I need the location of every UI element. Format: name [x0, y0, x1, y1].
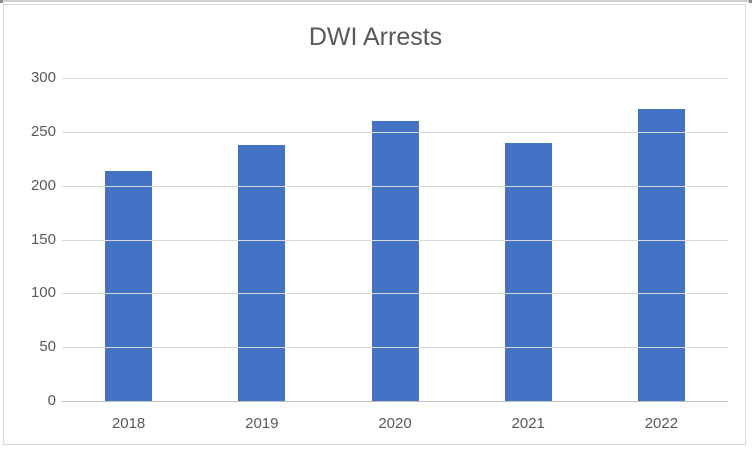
y-tick-label-300: 300 — [30, 69, 56, 86]
y-tick-label-100: 100 — [30, 284, 56, 302]
top-right-corner-mark — [749, 0, 752, 3]
bar-2019 — [238, 144, 286, 401]
x-axis-labels: 2018 2019 2020 2021 2022 — [62, 414, 728, 434]
x-axis-label-2018: 2018 — [111, 415, 146, 432]
bar-2020 — [371, 121, 419, 401]
x-axis-label-2019: 2019 — [245, 415, 279, 432]
gridline-50 — [62, 347, 728, 349]
bar-slot-2020 — [328, 78, 461, 401]
y-tick-label-250: 250 — [30, 122, 56, 140]
top-left-corner-mark — [0, 0, 3, 3]
y-tick-label-0: 0 — [47, 392, 56, 409]
plot-area — [62, 78, 728, 401]
bar-slot-2022 — [595, 78, 728, 401]
bar-2021 — [504, 142, 552, 401]
gridline-200 — [62, 185, 728, 187]
gridline-150 — [62, 239, 728, 241]
x-axis-line — [62, 401, 728, 402]
gridline-250 — [62, 131, 728, 133]
x-axis-label-2022: 2022 — [644, 415, 679, 432]
x-axis-label-2021: 2021 — [511, 415, 545, 432]
bar-2018 — [105, 170, 153, 401]
gridline-300 — [62, 78, 728, 79]
y-tick-label-150: 150 — [30, 230, 56, 248]
gridline-100 — [62, 293, 728, 295]
bar-slot-2018 — [62, 78, 195, 401]
chart-title: DWI Arrests — [308, 23, 443, 51]
top-border-line — [0, 0, 752, 2]
y-axis-tick-labels: 0 50 100 150 200 250 300 — [8, 69, 56, 409]
bar-2022 — [637, 109, 685, 401]
x-axis-label-2020: 2020 — [378, 415, 412, 432]
y-tick-label-50: 50 — [39, 338, 56, 356]
y-tick-label-200: 200 — [30, 176, 56, 194]
bar-slot-2019 — [195, 78, 328, 401]
